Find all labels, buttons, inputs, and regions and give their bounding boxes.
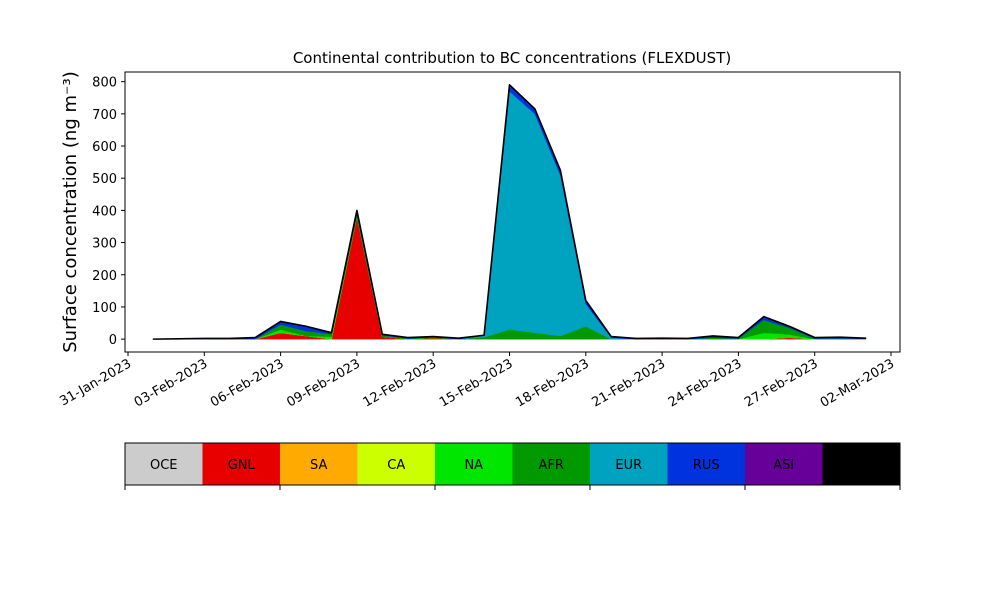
legend-label: RUS: [693, 458, 720, 473]
legend-label: GNL: [228, 458, 256, 473]
x-tick-label: 15-Feb-2023: [437, 356, 516, 410]
y-tick-label: 400: [92, 204, 117, 219]
x-tick-label: 03-Feb-2023: [132, 356, 211, 410]
legend-label: ASI: [773, 458, 794, 473]
legend-swatch: [512, 443, 590, 485]
y-tick-label: 300: [92, 237, 117, 252]
x-tick-label: 12-Feb-2023: [361, 356, 440, 410]
x-tick-label: 06-Feb-2023: [208, 356, 287, 410]
y-tick-label: 600: [92, 140, 117, 155]
x-tick-label: 31-Jan-2023: [57, 356, 134, 409]
y-tick-label: 500: [92, 172, 117, 187]
y-tick-label: 200: [92, 269, 117, 284]
x-tick-label: 02-Mar-2023: [818, 356, 897, 410]
legend-swatch: [822, 443, 900, 485]
y-tick-label: 100: [92, 301, 117, 316]
legend-label: EUR: [615, 458, 642, 473]
legend-label: CA: [387, 458, 405, 473]
legend-label: AFR: [539, 458, 564, 473]
legend-swatch: [125, 443, 203, 485]
plot-frame: [124, 71, 901, 353]
y-tick-label: 700: [92, 108, 117, 123]
x-tick-label: 18-Feb-2023: [513, 356, 592, 410]
legend-label: AUS: [848, 458, 875, 473]
legend-frame: [124, 442, 901, 486]
legend-swatch: [590, 443, 668, 485]
y-tick-label: 0: [109, 333, 117, 348]
legend-swatch: [435, 443, 513, 485]
legend-label: NA: [464, 458, 483, 473]
legend-label: OCE: [150, 458, 178, 473]
y-tick-label: 800: [92, 76, 117, 91]
legend-swatch: [202, 443, 280, 485]
legend-swatch: [280, 443, 358, 485]
y-axis-label: Surface concentration (ng m⁻³): [60, 71, 81, 353]
x-tick-label: 24-Feb-2023: [666, 356, 745, 410]
area-eur: [153, 91, 866, 340]
legend-swatch: [745, 443, 823, 485]
x-tick-label: 21-Feb-2023: [590, 356, 669, 410]
area-aus: [152, 84, 867, 340]
legend-swatch: [667, 443, 745, 485]
legend: OCE GNL SA CA NA AFR EUR RUS ASI AUS: [124, 442, 901, 490]
legend-swatch: [357, 443, 435, 485]
chart-title: Continental contribution to BC concentra…: [293, 49, 731, 67]
legend-label: SA: [310, 458, 327, 473]
x-tick-label: 09-Feb-2023: [284, 356, 363, 410]
x-tick-label: 27-Feb-2023: [742, 356, 821, 410]
